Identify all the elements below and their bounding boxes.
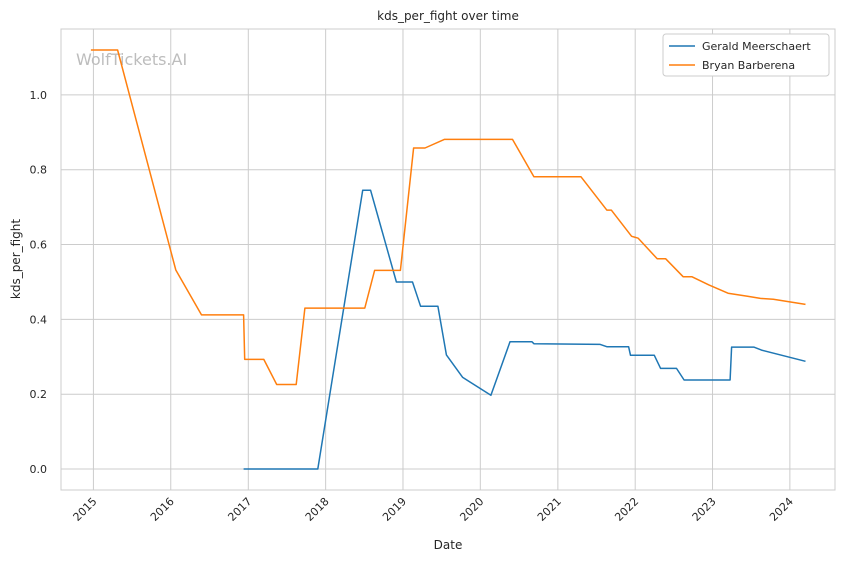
y-tick-label: 0.2 xyxy=(30,388,48,401)
plot-frame xyxy=(60,28,836,491)
legend-box xyxy=(662,33,830,77)
y-axis-label: kds_per_fight xyxy=(9,219,23,300)
watermark: WolfTickets.AI xyxy=(76,50,187,69)
legend-label: Gerald Meerschaert xyxy=(702,40,811,53)
plot-area xyxy=(61,29,835,490)
y-tick-label: 0.4 xyxy=(30,313,48,326)
y-tick-label: 0.0 xyxy=(30,463,48,476)
legend: Gerald Meerschaert Bryan Barberena xyxy=(662,33,830,77)
tick-labels: 2015 2016 2017 2018 2019 2020 2021 2022 2023 2024… xyxy=(30,89,796,524)
legend-label: Bryan Barberena xyxy=(702,59,795,72)
y-tick-label: 0.6 xyxy=(30,239,48,252)
y-tick-label: 1.0 xyxy=(30,89,48,102)
series-layer xyxy=(90,49,806,470)
chart-title: kds_per_fight over time xyxy=(377,9,519,23)
y-tick-label: 0.8 xyxy=(30,164,48,177)
gridlines xyxy=(61,29,835,490)
x-axis-label: Date xyxy=(434,538,463,552)
series-line-0 xyxy=(243,189,806,470)
series-line-1 xyxy=(90,49,806,386)
